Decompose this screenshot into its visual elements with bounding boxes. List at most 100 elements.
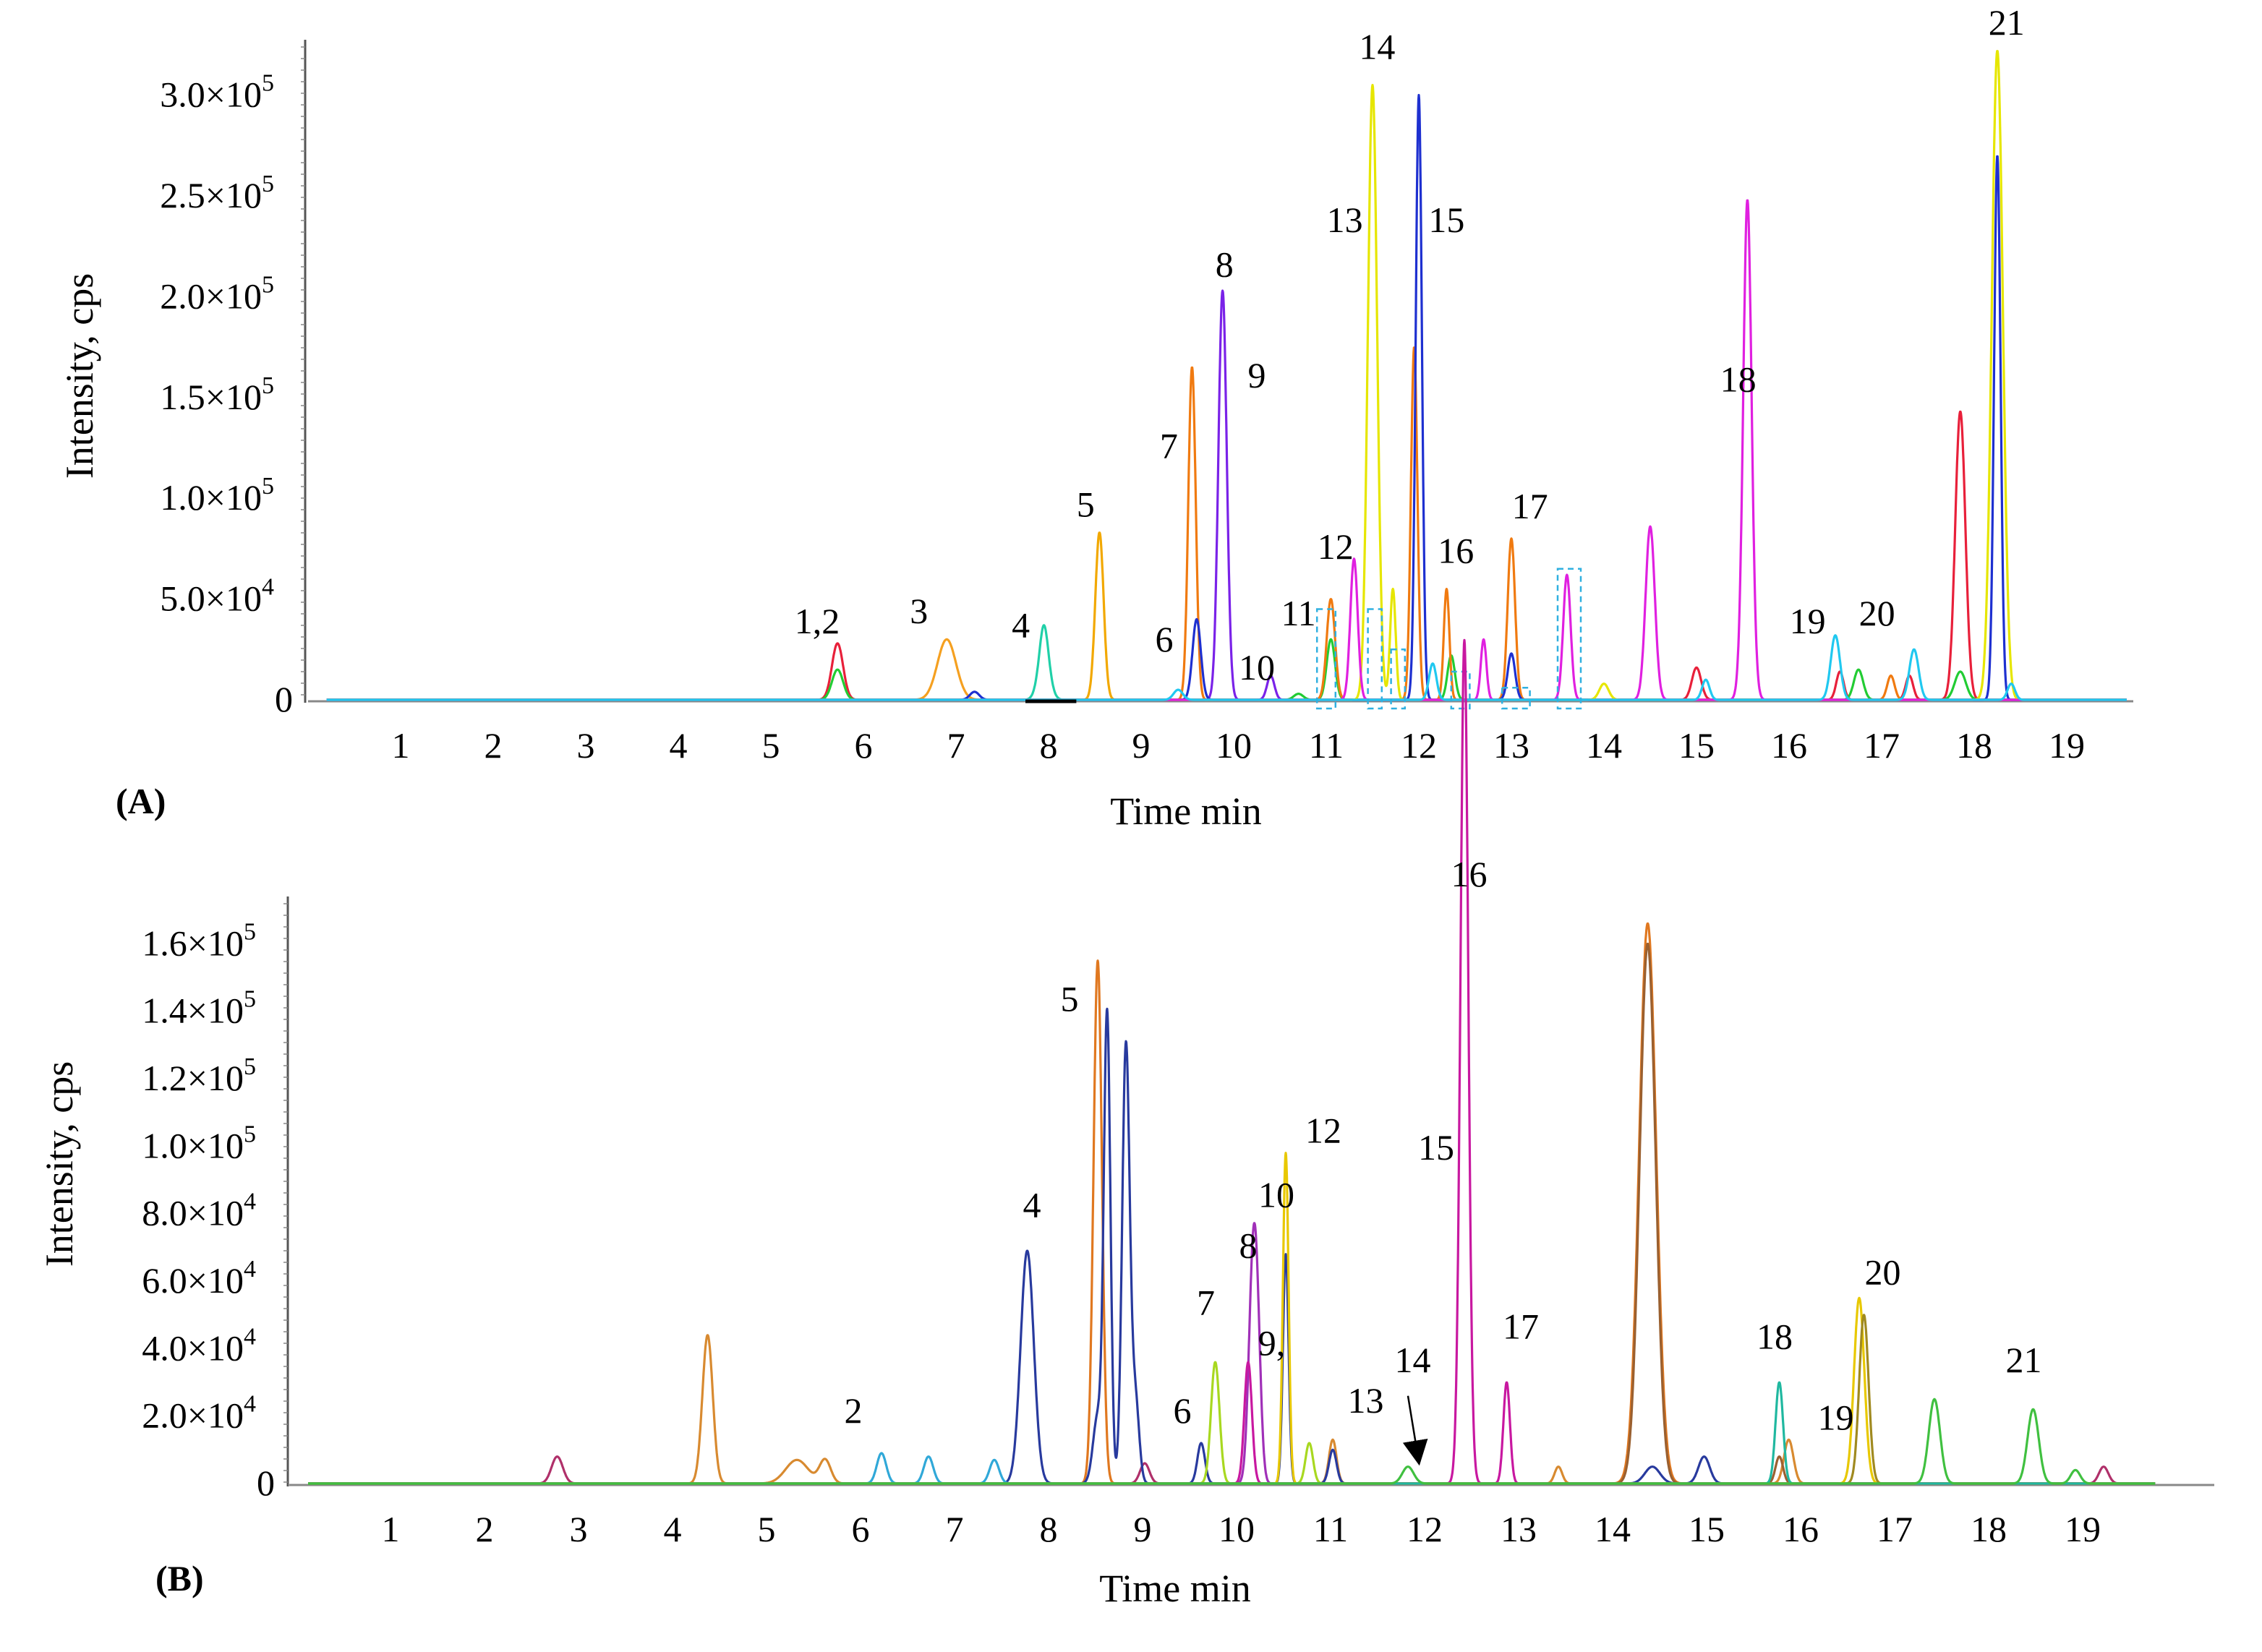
peak-label: 17: [1503, 1306, 1539, 1346]
highlight-box: [1501, 687, 1531, 710]
x-tick-label: 18: [1971, 1509, 2007, 1549]
y-tick-label: 1.0×105: [142, 1121, 256, 1165]
series-line-green: [325, 638, 2127, 701]
x-tick-label: 12: [1407, 1509, 1443, 1549]
peak-label: 14: [1395, 1340, 1431, 1380]
peak-label: 15: [1418, 1127, 1454, 1168]
y-tick-label: 2.0×104: [142, 1391, 256, 1436]
peak-label: 19: [1790, 601, 1826, 641]
highlight-box: [1390, 649, 1407, 710]
highlight-box: [1450, 670, 1471, 710]
peak-label: 16: [1451, 854, 1488, 894]
peak-label: 11: [1281, 593, 1316, 633]
x-tick-label: 17: [1877, 1509, 1913, 1549]
peak-label: 16: [1438, 530, 1474, 570]
x-tick-label: 17: [1864, 725, 1900, 766]
series-line-cyan: [325, 634, 2127, 701]
x-tick-label: 15: [1678, 725, 1715, 766]
x-tick-label: 8: [1040, 1509, 1058, 1549]
x-tick-label: 11: [1309, 725, 1344, 766]
x-tick-label: 10: [1216, 725, 1252, 766]
y-tick-label: 1.0×105: [160, 473, 274, 518]
x-tick-label: 7: [946, 1509, 964, 1549]
x-tick-label: 10: [1219, 1509, 1255, 1549]
series-line-magenta: [307, 638, 2156, 1485]
y-tick-label: 5.0×104: [160, 574, 274, 619]
peak-label: 14: [1359, 26, 1395, 67]
peak-label: 10: [1258, 1174, 1294, 1215]
x-tick-label: 8: [1040, 725, 1058, 766]
peak-label: 1,2: [795, 601, 840, 641]
x-tick-label: 15: [1689, 1509, 1725, 1549]
x-tick-label: 16: [1783, 1509, 1819, 1549]
x-tick-label: 14: [1586, 725, 1622, 766]
x-tick-label: 16: [1771, 725, 1807, 766]
x-tick-label: 3: [577, 725, 595, 766]
y-tick-label: 0: [275, 679, 293, 719]
x-tick-label: 1: [392, 725, 410, 766]
y-tick-label: 1.4×105: [142, 986, 256, 1031]
series-line-green: [307, 1398, 2156, 1485]
x-tick-label: 13: [1501, 1509, 1537, 1549]
x-tick-label: 3: [570, 1509, 588, 1549]
peak-label: 2: [845, 1390, 863, 1431]
series-line-lime: [307, 1361, 2156, 1485]
panel-a: 0 5.0×104 1.0×105 1.5×105 2.0×105 2.5×105 3.0×…: [58, 2, 2133, 833]
y-tick-label: 0: [257, 1463, 275, 1503]
peak-label: 7: [1197, 1283, 1215, 1323]
x-axis-title: Time min: [1110, 789, 1262, 833]
peak-label: 21: [2006, 1340, 2042, 1380]
peak-label: 4: [1023, 1184, 1041, 1225]
series-line-violet: [325, 289, 2127, 701]
peak-label: 3: [910, 591, 928, 631]
y-axis-title: Intensity, cps: [38, 1061, 81, 1267]
series-line-cyan: [307, 1452, 2156, 1485]
series-line-dark-orange: [307, 922, 2156, 1485]
series-line-brown: [307, 942, 2156, 1485]
x-tick-label: 7: [947, 725, 965, 766]
x-tick-label: 18: [1956, 725, 1992, 766]
peak-label: 20: [1865, 1252, 1901, 1293]
y-tick-label: 3.0×105: [160, 70, 274, 115]
highlight-box: [1315, 608, 1337, 710]
series-line-orange-brown: [307, 1334, 2156, 1485]
series-line-yellow: [307, 1152, 2156, 1485]
x-tick-label: 19: [2049, 725, 2085, 766]
peak-label: 4: [1012, 605, 1030, 646]
peak-label: 9: [1248, 355, 1266, 395]
x-tick-label: 4: [664, 1509, 682, 1549]
x-tick-label: 14: [1595, 1509, 1631, 1549]
highlight-box: [1556, 568, 1582, 710]
series-line-maroon: [307, 1455, 2156, 1485]
panel-label: (A): [116, 781, 166, 821]
y-tick-label: 8.0×104: [142, 1189, 256, 1233]
peak-label: 9,: [1258, 1323, 1286, 1364]
series-line-teal: [307, 1381, 2156, 1485]
x-tick-label: 19: [2065, 1509, 2101, 1549]
peak-label: 7: [1160, 425, 1178, 466]
x-tick-label: 6: [855, 725, 873, 766]
x-tick-label: 6: [852, 1509, 870, 1549]
peak-label: 6: [1174, 1390, 1192, 1431]
peak-label: 20: [1859, 593, 1895, 633]
peak-label: 17: [1512, 486, 1548, 526]
peak-label: 5: [1077, 484, 1095, 524]
y-tick-label: 1.5×105: [160, 372, 274, 417]
peak-label: 12: [1318, 526, 1354, 567]
x-tick-label: 9: [1134, 1509, 1152, 1549]
x-tick-label: 12: [1401, 725, 1437, 766]
y-tick-label: 1.6×105: [142, 918, 256, 963]
peak-14-arrow: [1402, 1395, 1428, 1466]
peak-label: 5: [1061, 979, 1079, 1019]
y-tick-label: 2.5×105: [160, 171, 274, 215]
x-tick-label: 4: [670, 725, 688, 766]
peak-label: 18: [1757, 1316, 1793, 1356]
peak-label: 8: [1216, 244, 1234, 284]
y-tick-label: 2.0×105: [160, 271, 274, 316]
y-tick-label: 6.0×104: [142, 1256, 256, 1301]
x-axis-title: Time min: [1099, 1567, 1251, 1610]
series-line-teal: [325, 624, 2127, 701]
peak-label: 12: [1305, 1110, 1341, 1151]
